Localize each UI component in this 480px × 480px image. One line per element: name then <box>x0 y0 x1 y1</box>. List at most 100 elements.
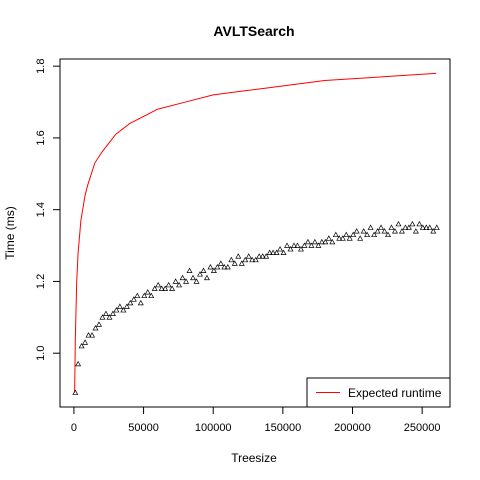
data-point <box>120 307 127 313</box>
data-point <box>339 235 346 241</box>
legend-label: Expected runtime <box>348 386 442 400</box>
data-point <box>75 360 82 367</box>
data-point <box>430 228 437 234</box>
data-point <box>367 224 374 230</box>
data-point <box>284 242 291 248</box>
data-point <box>144 289 151 295</box>
data-point <box>210 267 217 273</box>
data-point <box>130 296 137 302</box>
data-point <box>123 303 130 309</box>
data-point <box>102 310 109 316</box>
data-point <box>217 260 224 266</box>
data-point <box>263 253 270 259</box>
data-point <box>256 253 263 259</box>
data-point <box>207 263 214 270</box>
data-point <box>343 231 350 238</box>
x-tick-label: 200000 <box>334 422 371 434</box>
data-point <box>148 292 155 299</box>
data-point <box>353 228 360 234</box>
data-point <box>252 256 259 263</box>
data-point <box>85 332 92 338</box>
expected-runtime-series <box>74 72 437 393</box>
data-point <box>162 285 169 291</box>
data-point <box>374 228 381 234</box>
data-point <box>291 242 297 248</box>
data-point <box>203 274 210 281</box>
data-point <box>329 238 336 245</box>
data-point <box>176 281 183 288</box>
data-point <box>336 235 343 241</box>
data-point <box>301 242 308 248</box>
data-point <box>72 389 79 395</box>
data-point <box>78 342 85 349</box>
data-point <box>249 256 256 263</box>
data-point <box>322 238 329 245</box>
x-tick-label: 100000 <box>195 422 232 434</box>
data-point <box>186 267 193 273</box>
data-point <box>228 256 235 263</box>
data-point <box>196 271 203 277</box>
data-point <box>116 303 123 309</box>
data-point <box>224 263 231 270</box>
data-point <box>92 324 99 331</box>
data-point <box>151 285 158 291</box>
data-point <box>134 292 141 299</box>
data-point <box>158 285 165 291</box>
x-tick-label: 250000 <box>404 422 441 434</box>
data-point <box>106 314 113 320</box>
data-point <box>350 231 357 238</box>
expected-runtime-line <box>74 72 437 393</box>
x-axis: 0 50000 100000 150000 200000 250000 <box>71 406 441 434</box>
data-point <box>287 246 294 252</box>
data-point <box>155 281 162 288</box>
data-point <box>378 224 385 230</box>
data-point <box>259 253 266 259</box>
data-point <box>109 310 116 316</box>
data-point <box>405 224 412 230</box>
data-point <box>371 231 378 238</box>
data-point <box>190 274 197 281</box>
data-point <box>311 238 318 245</box>
data-point <box>388 224 395 230</box>
data-point <box>165 281 172 288</box>
x-tick-label: 0 <box>71 422 77 434</box>
data-point <box>266 249 273 255</box>
measured-series <box>72 220 440 395</box>
data-point <box>127 299 134 306</box>
y-tick-label: 1.4 <box>35 202 47 217</box>
data-point <box>214 263 221 270</box>
data-point <box>280 249 287 255</box>
data-point <box>245 253 252 259</box>
data-point <box>238 260 245 266</box>
data-point <box>277 246 284 252</box>
data-point <box>96 321 102 327</box>
data-point <box>294 242 301 248</box>
data-point <box>304 238 311 245</box>
data-point <box>141 292 148 299</box>
data-point <box>385 231 392 238</box>
data-point <box>357 235 364 241</box>
data-point <box>402 224 409 230</box>
y-tick-label: 1.0 <box>35 346 47 361</box>
data-point <box>433 224 440 230</box>
legend: Expected runtime <box>306 377 451 408</box>
data-point <box>308 242 315 248</box>
data-point <box>179 274 186 281</box>
chart-title: AVLTSearch <box>213 23 294 39</box>
data-point <box>325 235 332 241</box>
data-point <box>193 278 200 284</box>
data-point <box>99 314 106 320</box>
y-tick-label: 1.6 <box>35 130 47 145</box>
data-point <box>346 235 353 241</box>
data-point <box>231 260 238 266</box>
data-point <box>172 278 179 284</box>
data-point <box>398 228 405 234</box>
y-axis-label: Time (ms) <box>3 206 17 260</box>
data-point <box>364 231 371 238</box>
data-point <box>297 246 304 252</box>
y-tick-label: 1.2 <box>35 274 47 289</box>
data-point <box>423 224 430 230</box>
y-axis: 1.0 1.2 1.4 1.6 1.8 <box>35 59 61 361</box>
plot-frame <box>59 58 451 408</box>
